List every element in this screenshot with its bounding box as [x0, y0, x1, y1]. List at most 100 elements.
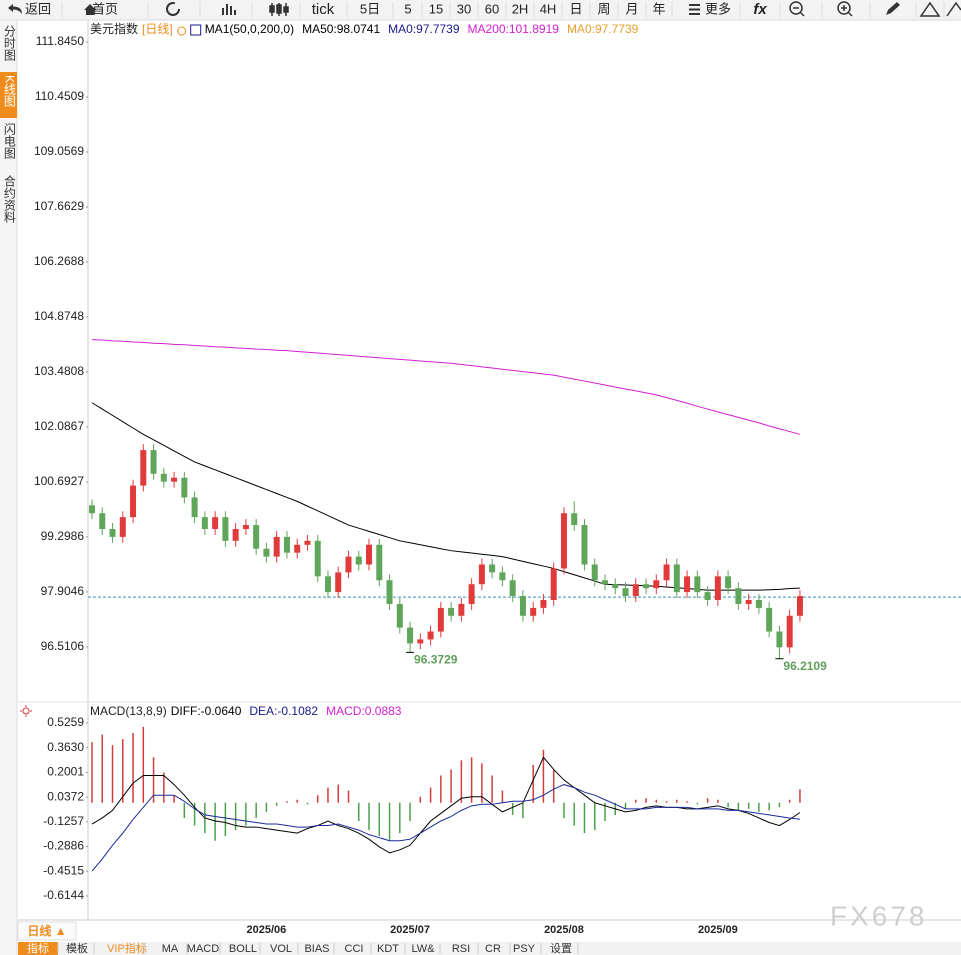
candle-body	[212, 517, 219, 529]
period-button[interactable]	[17, 921, 77, 941]
watermark: FX678	[830, 900, 928, 931]
candle-body	[253, 525, 260, 549]
candle-body	[489, 564, 496, 573]
bottom-tab[interactable]: CCI	[345, 943, 364, 955]
candle-body	[530, 607, 537, 616]
candle-body	[602, 580, 608, 585]
candle-body	[673, 564, 680, 593]
add-icon[interactable]	[177, 26, 187, 36]
candle-body	[776, 631, 783, 648]
candle-body	[704, 592, 711, 600]
toolbar-button[interactable]: 4H	[540, 1, 557, 16]
toolbar-button[interactable]: 日	[569, 1, 582, 16]
candle-body	[437, 607, 444, 632]
bottom-tab[interactable]: VOL	[270, 943, 292, 955]
toolbar-button[interactable]: 5日	[360, 1, 380, 16]
x-tick-label: 2025/06	[247, 924, 287, 936]
y-tick-label: 96.5106	[41, 639, 85, 653]
refresh-icon[interactable]	[166, 2, 180, 16]
bottom-tab[interactable]: LW&	[411, 943, 435, 955]
bars-icon[interactable]	[222, 4, 236, 15]
candle-body	[396, 603, 403, 628]
zoom-out-icon[interactable]	[789, 1, 805, 17]
bottom-tab[interactable]: CR	[485, 943, 501, 955]
candle-body	[140, 450, 147, 486]
bottom-tab-active[interactable]	[18, 942, 58, 955]
back-icon[interactable]	[8, 4, 22, 14]
candle-body	[684, 576, 691, 593]
candle-body	[519, 596, 526, 616]
bottom-tab[interactable]: 设置	[550, 942, 572, 955]
bottom-tab[interactable]: MA	[162, 943, 179, 955]
candle-body	[745, 599, 752, 604]
toolbar-button[interactable]: 更多	[705, 1, 731, 16]
macd-line	[91, 756, 801, 854]
candle-body	[509, 580, 516, 597]
candle-body	[232, 528, 239, 541]
ma-line	[91, 339, 801, 435]
y-tick-label: 104.8748	[34, 309, 84, 323]
side-tab-active[interactable]	[0, 72, 17, 118]
bottom-tab[interactable]: PSY	[513, 943, 536, 955]
y-tick-label: 103.4808	[34, 364, 84, 378]
candle-body	[242, 525, 249, 529]
indicator-icon[interactable]	[190, 24, 202, 36]
bottom-tab[interactable]: RSI	[452, 943, 470, 955]
low-label: 96.2109	[783, 659, 827, 673]
toolbar-button[interactable]: 15	[429, 1, 443, 16]
candle-body	[283, 536, 290, 553]
y-tick-label: 0.5259	[47, 715, 84, 729]
y-tick-label: -0.1257	[43, 814, 84, 828]
period-button-label[interactable]: 日线 ▲	[27, 923, 66, 938]
toolbar-button[interactable]: 2H	[512, 1, 529, 16]
y-tick-label: 106.2688	[34, 254, 84, 268]
candles-icon[interactable]	[269, 3, 289, 16]
toolbar-button[interactable]: 周	[597, 1, 610, 16]
side-tab[interactable]: 分时图	[2, 25, 16, 61]
low-label: 96.3729	[414, 653, 458, 667]
candle-body	[222, 517, 229, 541]
shape-icon[interactable]	[946, 1, 961, 17]
menu-icon[interactable]	[689, 4, 700, 15]
candle-body	[294, 544, 301, 553]
toolbar-button[interactable]: tick	[312, 1, 335, 18]
candle-body	[355, 556, 362, 565]
pen-icon[interactable]	[886, 2, 900, 15]
candle-body	[796, 596, 803, 616]
bottom-tab[interactable]: VIP指标	[107, 941, 147, 955]
x-tick-label: 2025/09	[698, 924, 738, 936]
side-tab[interactable]: 合约资料	[2, 174, 16, 223]
settings-icon[interactable]	[20, 705, 32, 717]
toolbar-button[interactable]: 30	[457, 1, 471, 16]
candle-body	[571, 513, 578, 526]
toolbar-button[interactable]: 月	[625, 1, 638, 16]
zoom-in-icon[interactable]	[837, 1, 853, 17]
toolbar-button[interactable]: 60	[485, 1, 499, 16]
bottom-tab[interactable]: BIAS	[304, 943, 329, 955]
bottom-tab[interactable]: 模板	[66, 941, 88, 955]
bottom-tab[interactable]: BOLL	[229, 943, 257, 955]
toolbar-button[interactable]: fx	[753, 1, 767, 18]
shape-icon[interactable]	[919, 1, 941, 17]
side-panel	[0, 21, 17, 955]
bottom-tab[interactable]: KDT	[377, 943, 399, 955]
bottom-tab[interactable]: 指标	[27, 941, 49, 955]
candle-body	[366, 544, 373, 565]
candle-body	[181, 477, 188, 498]
home-icon[interactable]	[84, 4, 96, 15]
side-tab[interactable]: K线图	[2, 75, 16, 107]
toolbar-button[interactable]: 5	[404, 1, 411, 16]
candle-body	[643, 584, 650, 589]
candle-body	[694, 576, 701, 593]
bottom-tab[interactable]: MACD	[187, 943, 219, 955]
side-tab[interactable]: 闪电图	[2, 123, 16, 159]
candle-body	[109, 528, 116, 537]
legend-entry: MA1(50,0,200,0)	[205, 22, 294, 36]
toolbar-button[interactable]: 返回	[25, 1, 51, 16]
candle-body	[304, 540, 311, 545]
candle-body	[725, 576, 732, 589]
legend-entry: DIFF:-0.0640	[171, 704, 242, 718]
candle-body	[407, 627, 414, 644]
toolbar-button[interactable]: 首页	[92, 1, 118, 16]
toolbar-button[interactable]: 年	[652, 1, 665, 16]
